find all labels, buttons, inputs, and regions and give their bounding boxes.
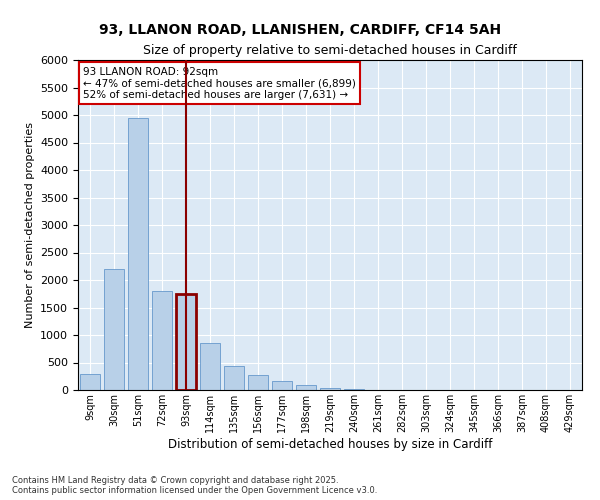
Bar xyxy=(200,343,220,390)
Bar xyxy=(176,294,196,390)
X-axis label: Distribution of semi-detached houses by size in Cardiff: Distribution of semi-detached houses by … xyxy=(168,438,492,450)
Bar xyxy=(272,382,292,390)
Text: Contains HM Land Registry data © Crown copyright and database right 2025.
Contai: Contains HM Land Registry data © Crown c… xyxy=(12,476,377,495)
Bar xyxy=(248,375,268,390)
Bar xyxy=(224,366,244,390)
Bar xyxy=(128,118,148,390)
Text: 93 LLANON ROAD: 92sqm
← 47% of semi-detached houses are smaller (6,899)
52% of s: 93 LLANON ROAD: 92sqm ← 47% of semi-deta… xyxy=(83,66,356,100)
Bar xyxy=(104,269,124,390)
Bar xyxy=(296,385,316,390)
Y-axis label: Number of semi-detached properties: Number of semi-detached properties xyxy=(25,122,35,328)
Bar xyxy=(320,388,340,390)
Bar xyxy=(152,291,172,390)
Text: 93, LLANON ROAD, LLANISHEN, CARDIFF, CF14 5AH: 93, LLANON ROAD, LLANISHEN, CARDIFF, CF1… xyxy=(99,22,501,36)
Bar xyxy=(80,374,100,390)
Title: Size of property relative to semi-detached houses in Cardiff: Size of property relative to semi-detach… xyxy=(143,44,517,58)
